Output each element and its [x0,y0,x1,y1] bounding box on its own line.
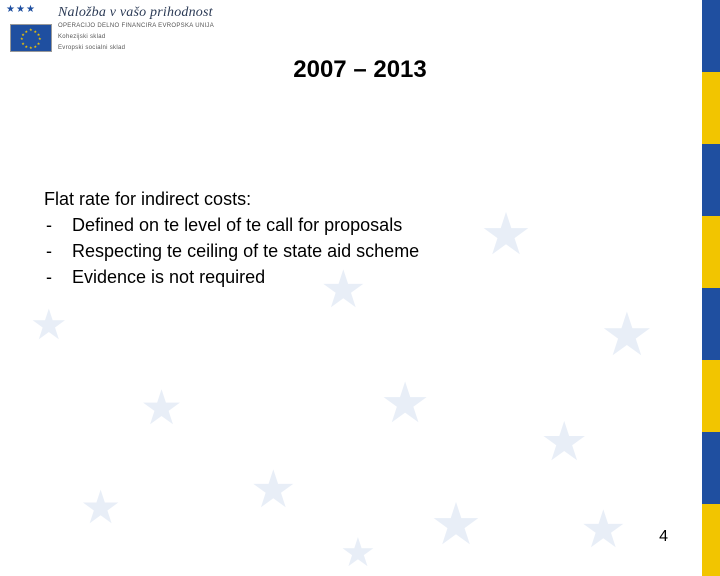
bullet-text: Defined on te level of te call for propo… [72,212,402,238]
bg-star-icon: ★ [340,530,376,576]
bullet-dash: - [44,238,72,264]
bg-star-icon: ★ [30,300,68,349]
corner-seg-yellow-3 [702,360,720,432]
logo-area: ★★★ ★★★★★★★★★★★★ Naložba v vašo prihodno… [10,6,240,52]
content: Flat rate for indirect costs: -Defined o… [44,186,419,290]
bullet-dash: - [44,212,72,238]
content-heading: Flat rate for indirect costs: [44,186,419,212]
bg-star-icon: ★ [540,410,588,473]
corner-seg-yellow-4 [702,504,720,576]
logo-sub3: Evropski socialni sklad [58,45,214,53]
bullet-item: -Respecting te ceiling of te state aid s… [44,238,419,264]
bullet-list: -Defined on te level of te call for prop… [44,212,419,290]
page-number: 4 [659,528,668,546]
bg-star-icon: ★ [480,200,532,268]
bullet-item: -Defined on te level of te call for prop… [44,212,419,238]
eu-flag-icon: ★★★★★★★★★★★★ [10,24,52,52]
bg-star-icon: ★ [380,370,430,436]
bullet-item: -Evidence is not required [44,264,419,290]
bg-star-icon: ★ [580,500,627,560]
bullet-text: Respecting te ceiling of te state aid sc… [72,238,419,264]
corner-seg-blue-2 [702,144,720,216]
corner-strip [702,0,720,576]
corner-seg-blue-3 [702,288,720,360]
logo-tiny-stars: ★★★ [6,4,35,15]
bullet-text: Evidence is not required [72,264,265,290]
bullet-dash: - [44,264,72,290]
logo-title: Naložba v vašo prihodnost [58,6,214,20]
logo-sub1: OPERACIJO DELNO FINANCIRA EVROPSKA UNIJA [58,23,214,31]
bg-star-icon: ★ [140,380,183,436]
bg-star-icon: ★ [80,480,121,534]
bg-star-icon: ★ [430,490,482,558]
corner-seg-blue-4 [702,432,720,504]
slide-title: 2007 – 2013 [0,56,720,84]
bg-star-icon: ★ [600,300,654,370]
bg-star-icon: ★ [250,460,297,520]
logo-sub2: Kohezijski sklad [58,34,214,42]
corner-seg-yellow-2 [702,216,720,288]
